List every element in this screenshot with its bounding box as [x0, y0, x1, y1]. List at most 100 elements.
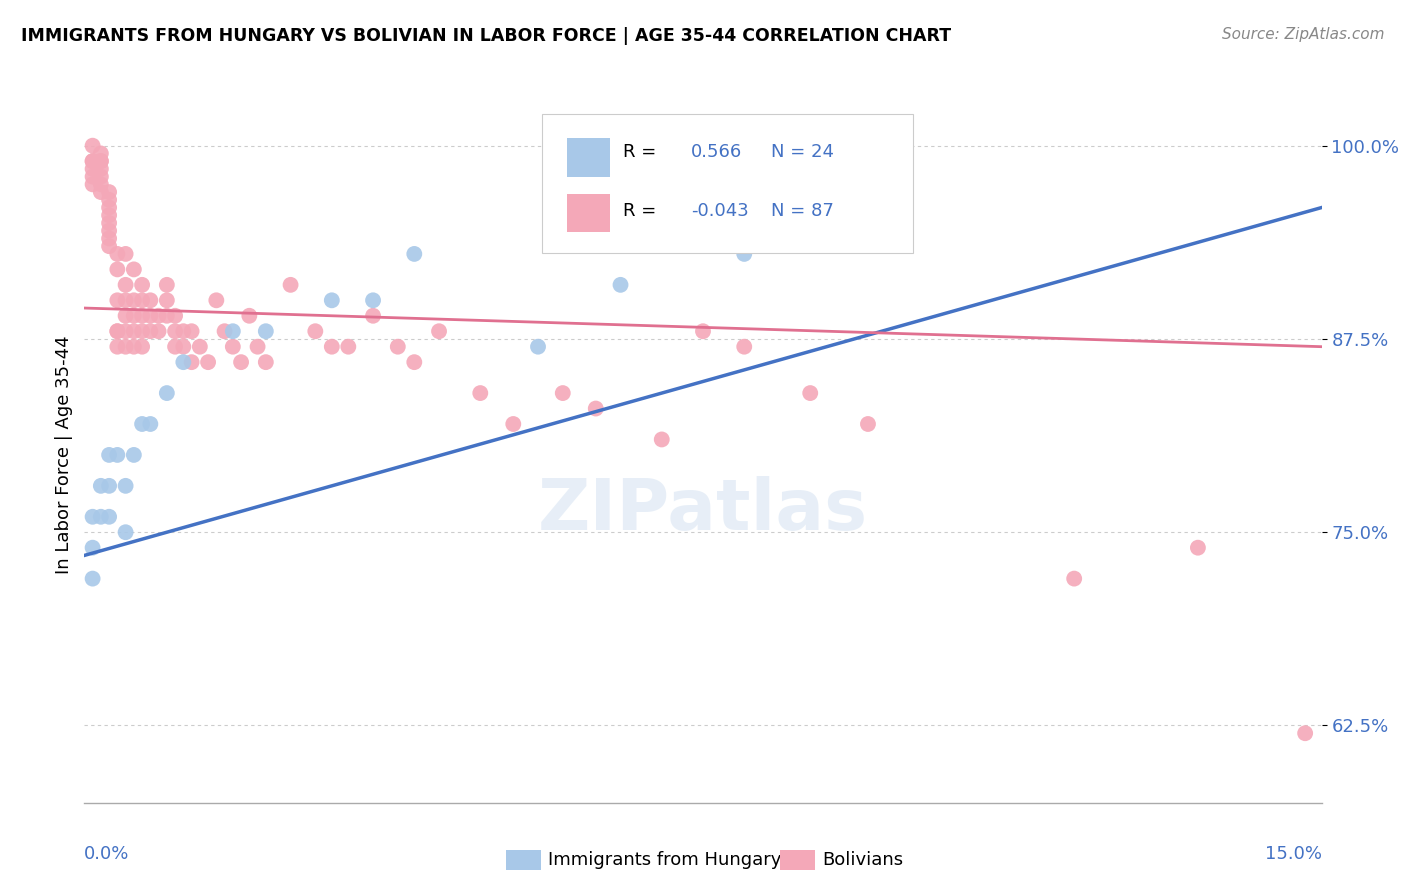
Text: Immigrants from Hungary: Immigrants from Hungary [548, 851, 782, 869]
Point [692, 324, 714, 338]
Point [304, 324, 326, 338]
Point [98, 448, 121, 462]
Point [122, 262, 145, 277]
Text: N = 24: N = 24 [770, 144, 834, 161]
Point [254, 324, 277, 338]
Point [98, 208, 121, 222]
Point [180, 355, 202, 369]
Point [122, 324, 145, 338]
Point [148, 324, 170, 338]
Point [105, 262, 128, 277]
Point [114, 309, 136, 323]
Text: R =: R = [623, 144, 655, 161]
Point [122, 309, 145, 323]
Point [114, 479, 136, 493]
Text: N = 87: N = 87 [770, 202, 834, 220]
Point [280, 277, 302, 292]
Point [122, 293, 145, 308]
Point [361, 309, 384, 323]
Point [1187, 541, 1209, 555]
Y-axis label: In Labor Force | Age 35-44: In Labor Force | Age 35-44 [55, 335, 73, 574]
Point [733, 340, 755, 354]
Point [105, 340, 128, 354]
Point [1063, 572, 1085, 586]
Point [131, 417, 153, 431]
Point [156, 386, 179, 401]
Point [470, 386, 492, 401]
Point [131, 277, 153, 292]
Text: 0.0%: 0.0% [84, 845, 129, 863]
Point [82, 154, 104, 169]
Point [229, 355, 252, 369]
FancyBboxPatch shape [567, 194, 610, 232]
Text: ZIPatlas: ZIPatlas [538, 476, 868, 545]
Point [321, 340, 343, 354]
Point [82, 509, 104, 524]
Text: R =: R = [623, 202, 655, 220]
Point [551, 386, 574, 401]
Point [114, 525, 136, 540]
FancyBboxPatch shape [567, 138, 610, 177]
Point [98, 224, 121, 238]
Text: IMMIGRANTS FROM HUNGARY VS BOLIVIAN IN LABOR FORCE | AGE 35-44 CORRELATION CHART: IMMIGRANTS FROM HUNGARY VS BOLIVIAN IN L… [21, 27, 952, 45]
Point [1294, 726, 1316, 740]
Point [733, 247, 755, 261]
Point [82, 541, 104, 555]
Point [82, 138, 104, 153]
Text: Bolivians: Bolivians [823, 851, 904, 869]
Point [98, 239, 121, 253]
Point [387, 340, 409, 354]
Point [585, 401, 607, 416]
Point [82, 572, 104, 586]
Point [114, 324, 136, 338]
Point [105, 293, 128, 308]
Point [90, 169, 112, 184]
Point [90, 178, 112, 192]
Point [172, 355, 194, 369]
Point [246, 340, 269, 354]
Point [502, 417, 524, 431]
Point [82, 178, 104, 192]
Point [156, 277, 179, 292]
Point [148, 309, 170, 323]
Point [98, 216, 121, 230]
Point [114, 247, 136, 261]
Point [609, 277, 631, 292]
Point [114, 277, 136, 292]
Point [165, 340, 187, 354]
Point [131, 324, 153, 338]
Point [222, 324, 245, 338]
Point [651, 433, 673, 447]
Text: -0.043: -0.043 [690, 202, 748, 220]
Point [105, 324, 128, 338]
Point [238, 309, 260, 323]
Point [114, 293, 136, 308]
Point [139, 309, 162, 323]
Point [90, 185, 112, 199]
Point [427, 324, 450, 338]
Point [98, 509, 121, 524]
Point [337, 340, 360, 354]
Point [527, 340, 550, 354]
Point [139, 417, 162, 431]
Point [321, 293, 343, 308]
Point [214, 324, 236, 338]
Point [222, 340, 245, 354]
FancyBboxPatch shape [543, 114, 914, 253]
Point [105, 448, 128, 462]
Text: 0.566: 0.566 [690, 144, 742, 161]
Point [82, 161, 104, 176]
Point [361, 293, 384, 308]
Point [90, 161, 112, 176]
Point [122, 340, 145, 354]
Point [122, 448, 145, 462]
Point [98, 479, 121, 493]
Point [165, 309, 187, 323]
Point [114, 340, 136, 354]
Point [156, 293, 179, 308]
Point [82, 154, 104, 169]
Point [98, 231, 121, 245]
Text: 15.0%: 15.0% [1264, 845, 1322, 863]
Point [90, 154, 112, 169]
Point [799, 386, 821, 401]
